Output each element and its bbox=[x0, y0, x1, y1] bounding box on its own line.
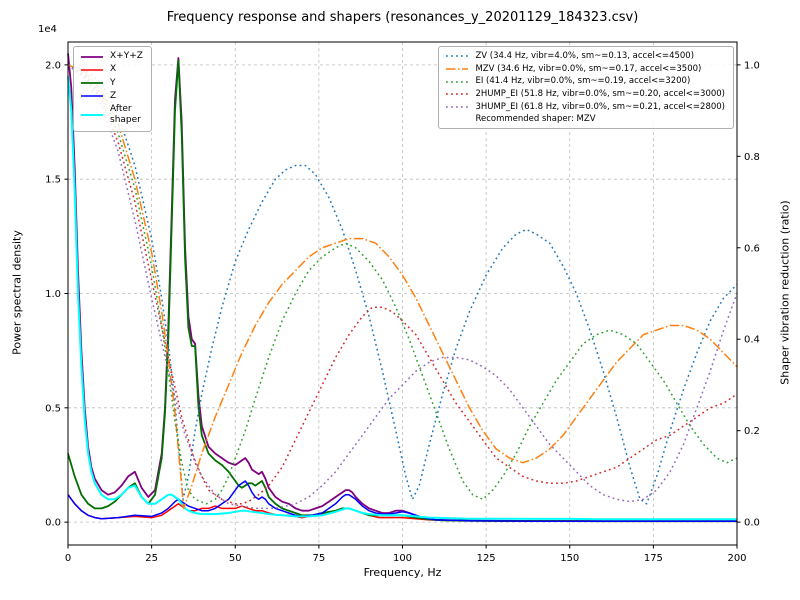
y-right-tick-label: 0.4 bbox=[744, 335, 760, 346]
legend-item-ei: EI (41.4 Hz, vibr=0.0%, sm~=0.19, accel<… bbox=[445, 75, 725, 88]
legend-item-label: Y bbox=[110, 77, 116, 88]
legend-line-sample-y bbox=[81, 82, 103, 85]
legend-item-hump3_ei: 3HUMP_EI (61.8 Hz, vibr=0.0%, sm~=0.21, … bbox=[445, 101, 725, 114]
x-tick-label: 175 bbox=[644, 553, 663, 564]
y-left-tick-label: 2.0 bbox=[45, 60, 61, 71]
x-tick-label: 200 bbox=[727, 553, 746, 564]
legend-item-label: 2HUMP_EI (51.8 Hz, vibr=0.0%, sm~=0.20, … bbox=[475, 88, 725, 99]
legend-item-mzv: MZV (34.6 Hz, vibr=0.0%, sm~=0.17, accel… bbox=[445, 63, 725, 76]
legend-item-label: X bbox=[110, 64, 117, 75]
legend-recommended-shaper-note: Recommended shaper: MZV bbox=[475, 114, 596, 125]
legend-psd: X+Y+Z X Y Z After shaper bbox=[73, 46, 152, 132]
x-tick-label: 100 bbox=[393, 553, 412, 564]
x-tick-label: 75 bbox=[313, 553, 326, 564]
legend-item-zv: ZV (34.4 Hz, vibr=4.0%, sm~=0.13, accel<… bbox=[445, 50, 725, 63]
legend-shapers: ZV (34.4 Hz, vibr=4.0%, sm~=0.13, accel<… bbox=[438, 46, 734, 130]
legend-item-z: Z bbox=[80, 90, 143, 103]
series-z bbox=[67, 480, 737, 522]
legend-line-sample-zv bbox=[446, 55, 469, 58]
legend-item-label: ZV (34.4 Hz, vibr=4.0%, sm~=0.13, accel<… bbox=[475, 51, 695, 61]
legend-line-sample-xyz bbox=[81, 55, 103, 58]
x-tick-label: 0 bbox=[65, 553, 71, 564]
y-left-tick-label: 0.5 bbox=[45, 403, 61, 414]
x-tick-label: 25 bbox=[145, 553, 158, 564]
series-hump2_ei bbox=[67, 64, 738, 505]
x-axis-label: Frequency, Hz bbox=[363, 566, 442, 579]
legend-line-sample-hump2_ei bbox=[446, 93, 469, 95]
legend-line-sample-x bbox=[81, 69, 103, 71]
legend-item-label: X+Y+Z bbox=[110, 51, 143, 61]
legend-item-label: 3HUMP_EI (61.8 Hz, vibr=0.0%, sm~=0.21, … bbox=[475, 101, 725, 112]
legend-line-sample-ei bbox=[446, 80, 469, 83]
legend-item-xyz: X+Y+Z bbox=[80, 50, 143, 63]
legend-item-after_shaper: After shaper bbox=[80, 103, 143, 128]
legend-item-x: X bbox=[80, 63, 143, 76]
y-left-tick-label: 0.0 bbox=[45, 518, 61, 529]
x-tick-label: 125 bbox=[477, 553, 496, 564]
x-tick-label: 150 bbox=[560, 553, 579, 564]
legend-item-y: Y bbox=[80, 77, 143, 90]
series-after_shaper bbox=[67, 76, 737, 521]
y-right-tick-label: 0.2 bbox=[744, 426, 760, 437]
left-axis-label: Power spectral density bbox=[10, 230, 24, 355]
series-x bbox=[67, 494, 737, 522]
legend-line-sample-hump3_ei bbox=[446, 106, 469, 108]
y-left-tick-label: 1.0 bbox=[45, 289, 61, 300]
y-axis-offset-text: 1e4 bbox=[38, 24, 57, 35]
series-hump3_ei bbox=[67, 64, 738, 510]
legend-item-label: After shaper bbox=[110, 104, 141, 126]
legend-line-sample-mzv bbox=[446, 68, 469, 70]
legend-item-label: MZV (34.6 Hz, vibr=0.0%, sm~=0.17, accel… bbox=[475, 63, 702, 74]
legend-item-hump2_ei: 2HUMP_EI (51.8 Hz, vibr=0.0%, sm~=0.20, … bbox=[445, 88, 725, 101]
legend-item-label: EI (41.4 Hz, vibr=0.0%, sm~=0.19, accel<… bbox=[475, 76, 691, 87]
series-mzv bbox=[67, 64, 738, 510]
legend-line-sample-z bbox=[81, 95, 103, 98]
y-left-tick-label: 1.5 bbox=[45, 175, 61, 186]
right-axis-label: Shaper vibration reduction (ratio) bbox=[778, 200, 792, 385]
legend-line-sample-after_shaper bbox=[81, 114, 103, 117]
legend-item-label: Z bbox=[110, 90, 117, 101]
y-right-tick-label: 0.8 bbox=[744, 152, 760, 163]
chart-title: Frequency response and shapers (resonanc… bbox=[166, 10, 639, 25]
y-right-tick-label: 1.0 bbox=[744, 60, 760, 71]
x-tick-label: 50 bbox=[229, 553, 242, 564]
y-right-tick-label: 0.6 bbox=[744, 243, 760, 254]
y-right-tick-label: 0.0 bbox=[744, 518, 760, 529]
